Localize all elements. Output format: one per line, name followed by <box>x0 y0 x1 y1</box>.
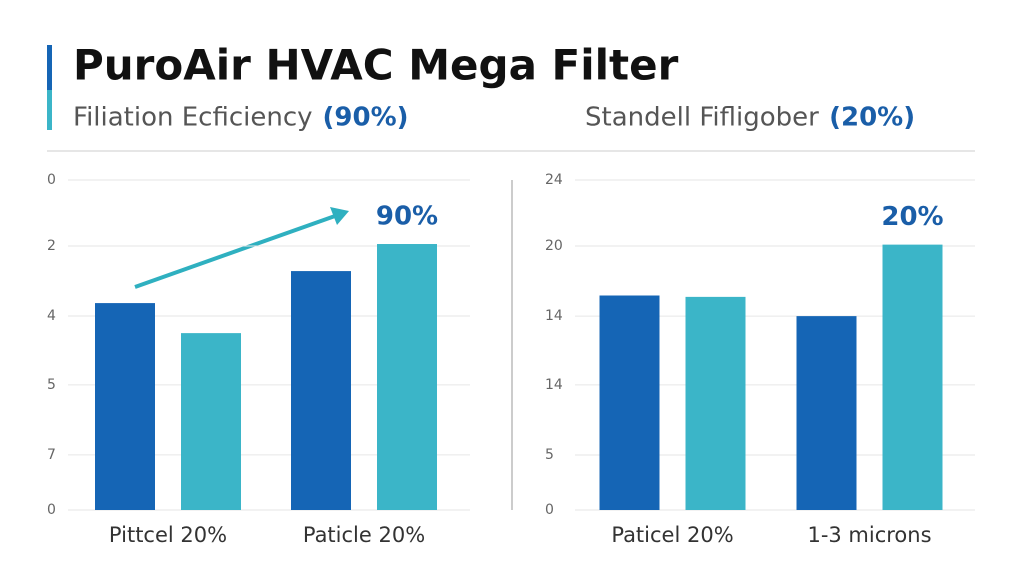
title: PuroAir HVAC Mega Filter <box>73 41 679 90</box>
bar <box>882 244 943 510</box>
y-tick-label: 2 <box>47 238 56 254</box>
subtitle: Filiation Ecficiency <box>73 103 313 133</box>
trend-arrow <box>134 207 349 289</box>
annotation: 20% <box>881 202 943 232</box>
x-tick-label: 1-3 microns <box>807 523 931 547</box>
y-tick-label: 0 <box>47 502 56 518</box>
accent-bar <box>47 90 52 130</box>
x-tick-label: Paticle 20% <box>303 523 425 547</box>
y-tick-label: 14 <box>545 377 563 393</box>
arrow-head <box>330 207 349 225</box>
subtitle-highlight: (20%) <box>829 103 915 133</box>
y-tick-label: 24 <box>545 172 563 188</box>
y-tick-label: 0 <box>545 502 554 518</box>
y-tick-label: 14 <box>545 308 563 324</box>
bar <box>377 244 437 510</box>
bar <box>796 316 857 510</box>
x-tick-label: Pittcel 20% <box>109 523 227 547</box>
arrow-line <box>134 214 336 289</box>
bar <box>685 296 746 510</box>
y-tick-label: 5 <box>545 447 554 463</box>
y-tick-label: 0 <box>47 172 56 188</box>
y-tick-label: 4 <box>47 308 56 324</box>
x-tick-label: Paticel 20% <box>611 523 733 547</box>
bar <box>181 333 241 510</box>
subtitle: Standell Fifligober <box>585 103 819 133</box>
bar <box>95 303 155 510</box>
y-tick-label: 5 <box>47 377 56 393</box>
y-tick-label: 7 <box>47 447 56 463</box>
accent-bar <box>47 45 52 90</box>
bar <box>291 271 351 510</box>
bar <box>599 295 660 510</box>
subtitle-highlight: (90%) <box>323 103 409 133</box>
y-tick-label: 20 <box>545 238 563 254</box>
annotation: 90% <box>376 202 438 232</box>
